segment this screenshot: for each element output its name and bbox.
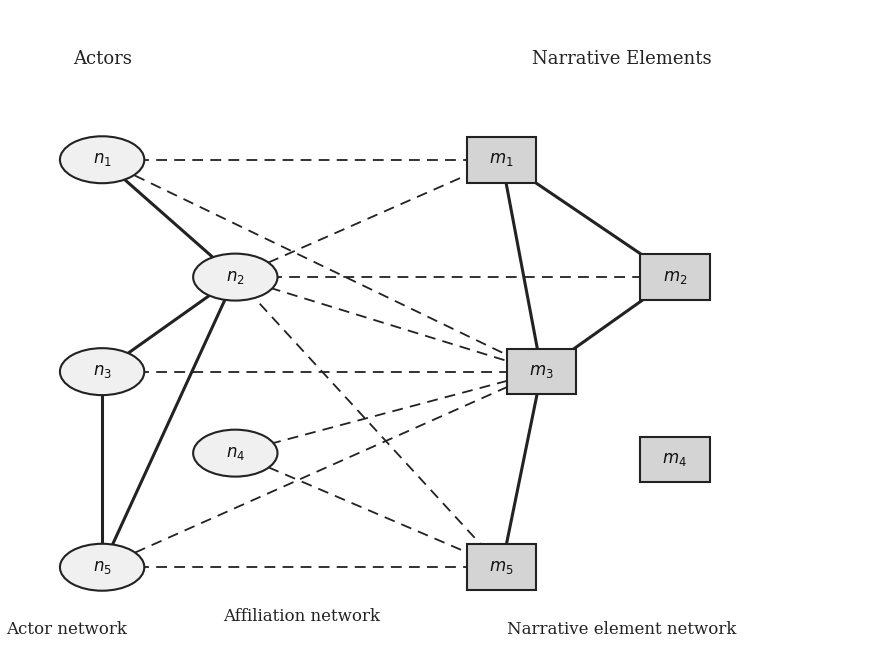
Text: Narrative element network: Narrative element network: [507, 621, 736, 638]
Text: $n_2$: $n_2$: [226, 269, 245, 286]
Ellipse shape: [59, 544, 144, 591]
Text: $m_2$: $m_2$: [662, 269, 687, 286]
FancyBboxPatch shape: [640, 254, 710, 300]
FancyBboxPatch shape: [640, 437, 710, 482]
Ellipse shape: [59, 136, 144, 183]
Text: Narrative Elements: Narrative Elements: [532, 50, 711, 68]
Text: $m_1$: $m_1$: [489, 151, 514, 168]
Text: Actor network: Actor network: [6, 621, 127, 638]
Text: $n_1$: $n_1$: [92, 151, 112, 168]
Text: $n_4$: $n_4$: [226, 445, 245, 462]
FancyBboxPatch shape: [467, 544, 536, 590]
Ellipse shape: [59, 348, 144, 395]
Text: Affiliation network: Affiliation network: [224, 608, 380, 625]
Text: Actors: Actors: [73, 50, 131, 68]
FancyBboxPatch shape: [467, 137, 536, 183]
Ellipse shape: [194, 254, 277, 301]
Text: $m_4$: $m_4$: [662, 451, 687, 468]
Ellipse shape: [194, 430, 277, 477]
Text: $n_3$: $n_3$: [92, 363, 112, 380]
Text: $m_5$: $m_5$: [489, 559, 514, 576]
FancyBboxPatch shape: [507, 349, 576, 394]
Text: $n_5$: $n_5$: [92, 559, 112, 576]
Text: $m_3$: $m_3$: [529, 363, 554, 380]
